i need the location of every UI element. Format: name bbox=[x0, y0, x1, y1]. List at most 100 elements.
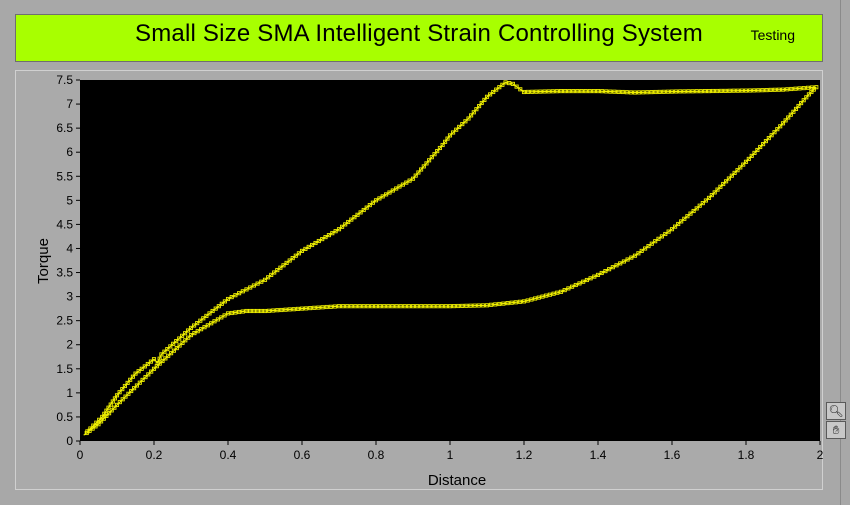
data-point bbox=[538, 89, 543, 94]
data-point bbox=[682, 89, 687, 94]
data-point bbox=[415, 304, 420, 309]
data-point bbox=[595, 272, 601, 277]
data-point bbox=[665, 89, 670, 94]
data-point bbox=[752, 88, 757, 93]
data-point bbox=[287, 258, 292, 263]
data-point bbox=[752, 150, 757, 155]
y-tick-label: 4 bbox=[66, 241, 73, 255]
data-point bbox=[521, 299, 527, 304]
data-point bbox=[296, 251, 301, 256]
data-point bbox=[610, 265, 615, 270]
series-1 bbox=[85, 80, 817, 434]
y-tick-label: 5 bbox=[66, 193, 73, 207]
data-point bbox=[507, 81, 512, 86]
data-point bbox=[308, 306, 313, 311]
data-point bbox=[676, 221, 681, 227]
plot-area[interactable] bbox=[80, 80, 820, 441]
y-tick-label: 2.5 bbox=[56, 314, 73, 328]
app-title: Small Size SMA Intelligent Strain Contro… bbox=[135, 20, 703, 47]
data-point bbox=[558, 89, 564, 94]
data-point bbox=[104, 413, 109, 418]
data-point bbox=[809, 89, 814, 95]
y-tick-label: 2 bbox=[66, 338, 73, 352]
data-point bbox=[786, 115, 791, 120]
data-point bbox=[688, 211, 693, 216]
data-point bbox=[748, 88, 753, 93]
data-point bbox=[466, 116, 471, 121]
data-point bbox=[283, 307, 288, 312]
zoom-tool-button[interactable]: 🔍︎ bbox=[826, 402, 846, 420]
data-point bbox=[188, 325, 194, 330]
data-point bbox=[390, 304, 395, 309]
data-point bbox=[673, 224, 678, 229]
pan-tool-button[interactable]: ✋︎ bbox=[826, 421, 846, 439]
data-point bbox=[106, 405, 111, 410]
data-point bbox=[266, 275, 271, 280]
data-point bbox=[706, 195, 712, 200]
data-point bbox=[183, 338, 188, 343]
data-point bbox=[177, 336, 182, 341]
data-point bbox=[497, 301, 502, 307]
title-bar: Small Size SMA Intelligent Strain Contro… bbox=[15, 14, 823, 62]
x-tick-label: 0.8 bbox=[368, 448, 385, 462]
x-axis-label: Distance bbox=[428, 472, 486, 489]
data-point bbox=[185, 328, 191, 333]
data-point bbox=[244, 287, 249, 292]
data-point bbox=[482, 97, 487, 102]
data-point bbox=[567, 89, 572, 94]
data-point bbox=[600, 89, 605, 94]
data-point bbox=[222, 299, 227, 304]
data-point bbox=[267, 308, 272, 313]
data-point bbox=[110, 399, 115, 404]
data-point bbox=[328, 304, 333, 309]
data-point bbox=[269, 272, 274, 277]
data-point bbox=[284, 260, 289, 265]
data-point bbox=[149, 369, 154, 374]
data-point bbox=[143, 375, 148, 380]
data-point bbox=[735, 168, 740, 173]
data-point bbox=[547, 292, 552, 297]
data-point bbox=[429, 155, 434, 160]
data-point bbox=[581, 279, 586, 284]
data-point bbox=[804, 95, 809, 100]
data-point bbox=[402, 304, 407, 309]
data-point bbox=[641, 90, 646, 95]
data-point bbox=[715, 187, 720, 192]
data-point bbox=[183, 331, 188, 336]
data-point bbox=[139, 366, 144, 371]
data-point bbox=[724, 179, 729, 184]
data-point bbox=[723, 88, 728, 93]
data-point bbox=[811, 87, 816, 92]
data-point bbox=[99, 419, 104, 424]
data-point bbox=[653, 89, 658, 95]
data-point bbox=[685, 214, 690, 219]
data-point bbox=[544, 293, 549, 298]
data-point bbox=[287, 307, 292, 312]
data-point bbox=[530, 89, 535, 94]
data-point bbox=[382, 304, 387, 309]
data-point bbox=[439, 304, 444, 309]
data-point bbox=[484, 303, 490, 308]
data-point bbox=[240, 309, 245, 314]
data-point bbox=[353, 304, 358, 309]
data-point bbox=[145, 361, 150, 367]
y-tick-label: 1 bbox=[66, 386, 73, 400]
data-point bbox=[721, 181, 726, 187]
data-point bbox=[703, 198, 708, 203]
data-point bbox=[546, 89, 551, 94]
data-point bbox=[463, 119, 468, 124]
data-point bbox=[431, 304, 436, 309]
data-point bbox=[229, 295, 234, 300]
data-point bbox=[259, 279, 264, 284]
x-tick-label: 1.4 bbox=[590, 448, 607, 462]
data-point bbox=[146, 372, 151, 377]
data-point bbox=[357, 304, 362, 309]
data-point bbox=[343, 222, 348, 227]
data-point bbox=[775, 127, 780, 132]
data-point bbox=[783, 118, 788, 123]
data-point bbox=[188, 333, 194, 338]
data-point bbox=[96, 422, 101, 427]
data-point bbox=[101, 416, 106, 421]
data-point bbox=[712, 190, 717, 195]
